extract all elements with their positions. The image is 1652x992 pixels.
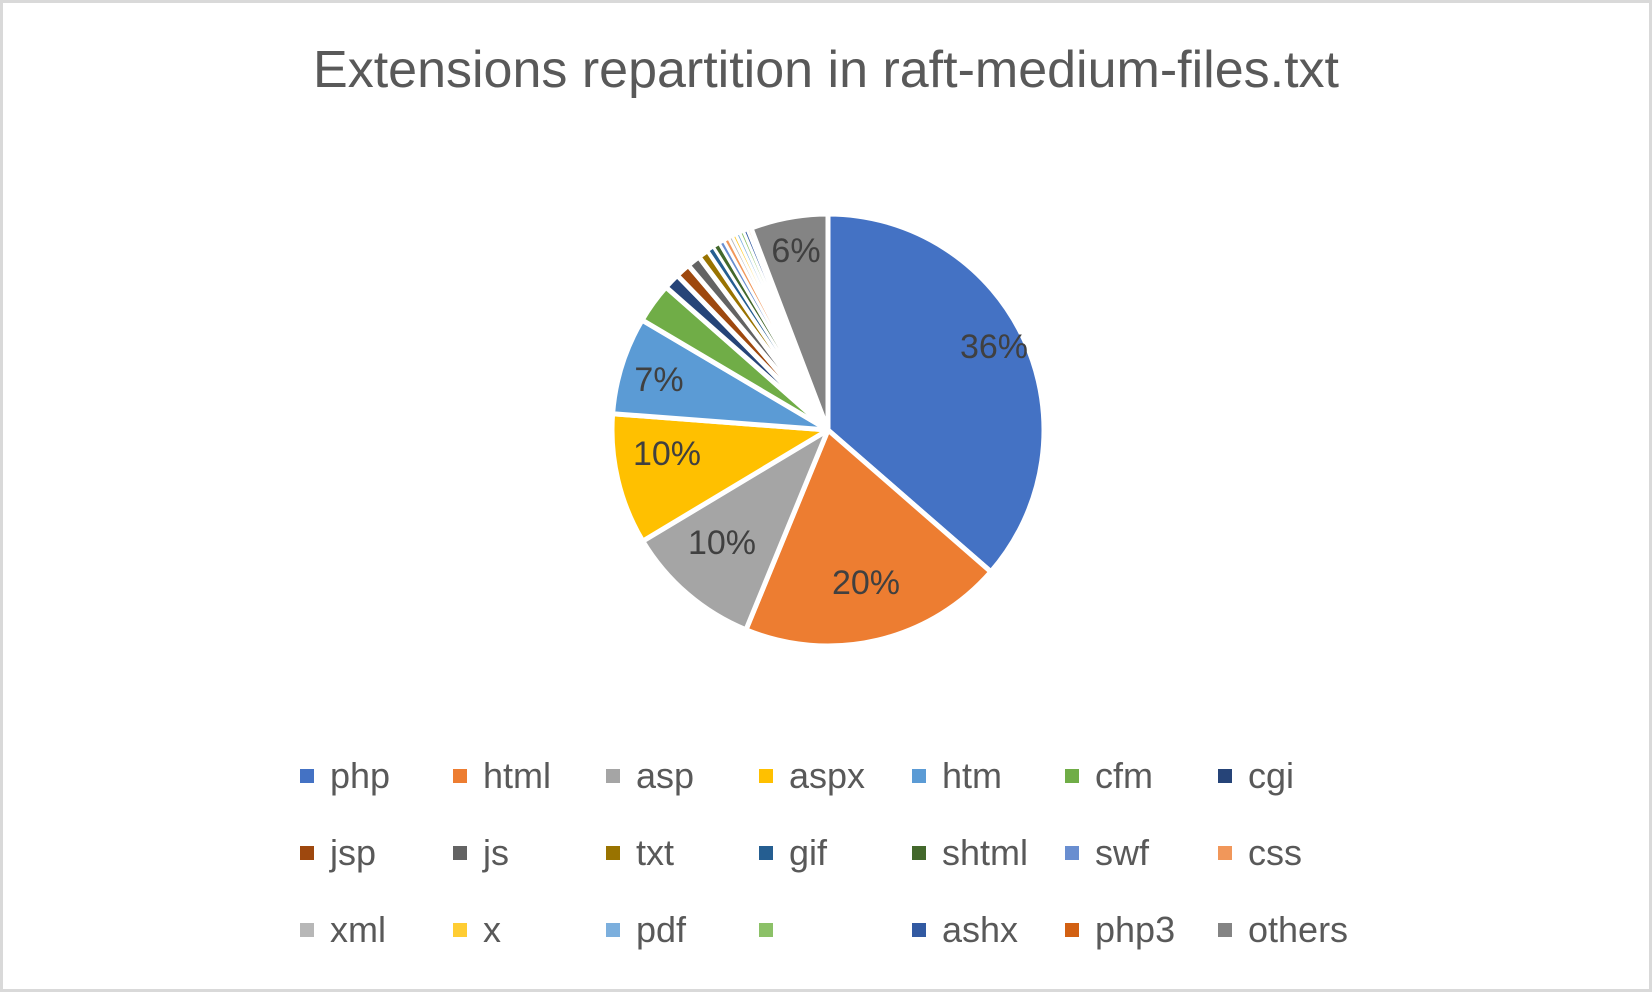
legend-label: x (483, 909, 501, 950)
legend-marker-icon (1065, 923, 1079, 937)
legend-label: swf (1095, 832, 1149, 873)
legend-marker-icon (1218, 846, 1232, 860)
legend-item-cgi[interactable]: cgi (1218, 752, 1294, 800)
legend-marker-icon (300, 846, 314, 860)
data-label-php: 36% (960, 328, 1028, 366)
legend-marker-icon (300, 769, 314, 783)
pie-slice-php[interactable] (825, 211, 1047, 575)
legend-item-swf[interactable]: swf (1065, 829, 1149, 877)
legend-item-css[interactable]: css (1218, 829, 1302, 877)
legend-item-shtml[interactable]: shtml (912, 829, 1028, 877)
legend-item-html[interactable]: html (453, 752, 551, 800)
legend-item-cfm[interactable]: cfm (1065, 752, 1153, 800)
legend-label: shtml (942, 832, 1029, 873)
data-label-htm: 7% (634, 361, 683, 399)
legend-item-blank[interactable] (759, 906, 789, 954)
legend-item-php3[interactable]: php3 (1065, 906, 1175, 954)
legend-label: txt (636, 832, 675, 873)
legend-item-gif[interactable]: gif (759, 829, 827, 877)
data-label-aspx: 10% (633, 435, 701, 473)
legend-marker-icon (606, 769, 620, 783)
legend-item-htm[interactable]: htm (912, 752, 1002, 800)
legend-item-ashx[interactable]: ashx (912, 906, 1018, 954)
legend-label: others (1248, 909, 1349, 950)
legend-row-2: jsp js txt gif shtml swf css (300, 829, 1380, 906)
pie-slice-asp[interactable] (640, 427, 831, 633)
pie-slice-others[interactable] (748, 211, 831, 433)
legend-marker-icon (912, 846, 926, 860)
legend-marker-icon (1065, 769, 1079, 783)
legend-marker-icon (606, 846, 620, 860)
data-label-asp: 10% (688, 524, 756, 562)
legend-label: css (1248, 832, 1302, 873)
legend-label: cfm (1095, 755, 1153, 796)
legend-item-x[interactable]: x (453, 906, 501, 954)
legend-item-asp[interactable]: asp (606, 752, 694, 800)
legend-marker-icon (912, 769, 926, 783)
legend-label: php3 (1095, 909, 1176, 950)
legend-marker-icon (912, 923, 926, 937)
pie-slice-aspx[interactable] (609, 411, 831, 544)
legend-item-others[interactable]: others (1218, 906, 1348, 954)
legend-marker-icon (453, 846, 467, 860)
legend-label: xml (330, 909, 386, 950)
legend-label: ashx (942, 909, 1019, 950)
legend-marker-icon (759, 769, 773, 783)
legend-item-jsp[interactable]: jsp (300, 829, 376, 877)
pie-data-labels: 36% 20% 10% 10% 7% 6% (633, 232, 1028, 602)
chart-legend: php html asp aspx htm cfm cgi jsp js txt… (300, 752, 1380, 983)
legend-label: html (483, 755, 552, 796)
legend-label: php (330, 755, 391, 796)
legend-marker-icon (453, 923, 467, 937)
legend-item-aspx[interactable]: aspx (759, 752, 865, 800)
legend-item-pdf[interactable]: pdf (606, 906, 686, 954)
legend-marker-icon (759, 923, 773, 937)
legend-item-php[interactable]: php (300, 752, 390, 800)
legend-marker-icon (606, 923, 620, 937)
legend-item-txt[interactable]: txt (606, 829, 674, 877)
legend-label: pdf (636, 909, 687, 950)
legend-label: jsp (330, 832, 377, 873)
legend-item-xml[interactable]: xml (300, 906, 386, 954)
legend-marker-icon (759, 846, 773, 860)
legend-label: htm (942, 755, 1003, 796)
legend-row-1: php html asp aspx htm cfm cgi (300, 752, 1380, 829)
legend-marker-icon (300, 923, 314, 937)
data-label-html: 20% (832, 564, 900, 602)
legend-marker-icon (1065, 846, 1079, 860)
legend-label: asp (636, 755, 695, 796)
legend-label: aspx (789, 755, 866, 796)
pie-slices (609, 211, 1047, 649)
chart-title: Extensions repartition in raft-medium-fi… (313, 41, 1339, 99)
legend-label: cgi (1248, 755, 1295, 796)
legend-row-3: xml x pdf ashx php3 others (300, 906, 1380, 983)
legend-item-js[interactable]: js (453, 829, 509, 877)
legend-label: gif (789, 832, 828, 873)
legend-marker-icon (1218, 923, 1232, 937)
legend-marker-icon (453, 769, 467, 783)
legend-label: js (483, 832, 509, 873)
legend-marker-icon (1218, 769, 1232, 783)
data-label-others: 6% (771, 232, 820, 270)
